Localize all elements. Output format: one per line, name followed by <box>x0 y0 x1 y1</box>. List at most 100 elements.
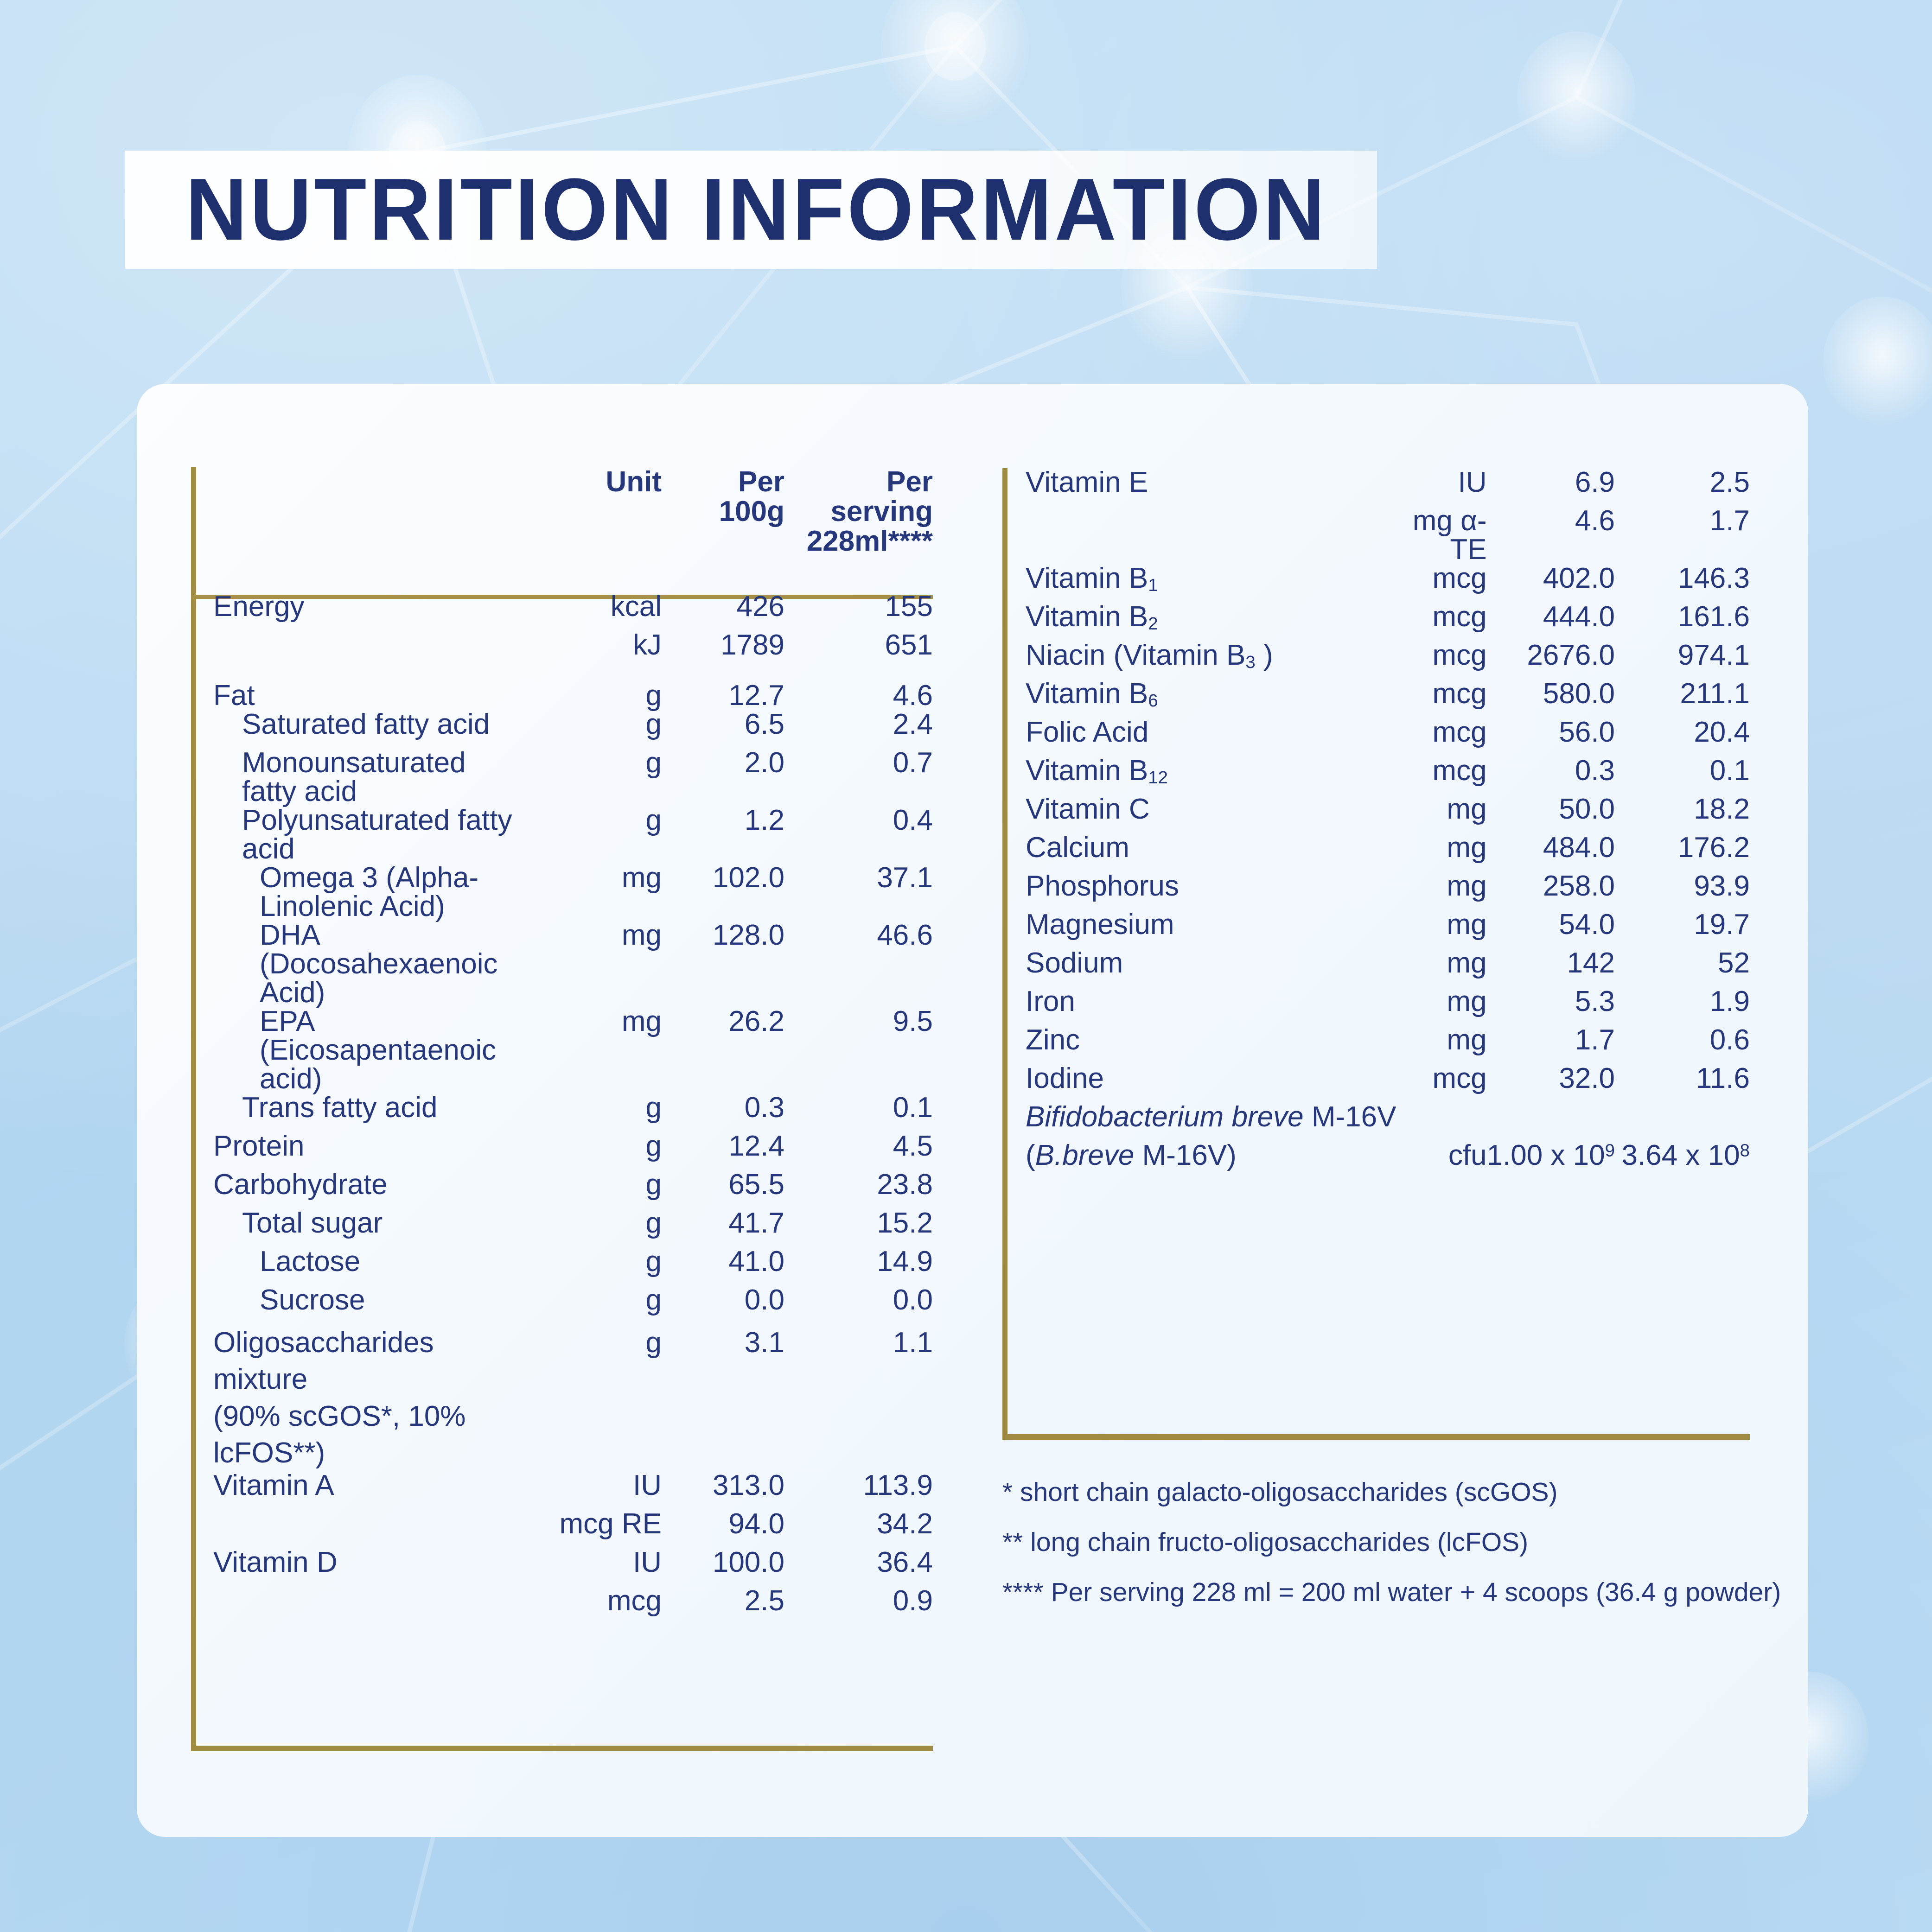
nutrient-per-serving: 161.6 <box>1677 601 1750 633</box>
header-per-serving: Per serving 228ml**** <box>806 466 933 557</box>
table-row: Iodine mcg 32.0 11.6 <box>1002 1064 1750 1103</box>
table-header-rule <box>191 595 933 599</box>
table-row: DHA (Docosahexaenoic Acid) mg 128.0 46.6 <box>191 921 933 1007</box>
table-row: Lactose g 41.0 14.9 <box>191 1247 933 1286</box>
table-row: Phosphorus mg 258.0 93.9 <box>1002 872 1750 910</box>
table-row: Calcium mg 484.0 176.2 <box>1002 833 1750 872</box>
nutrient-unit: mcg <box>1432 716 1487 748</box>
nutrient-per-100g: 65.5 <box>728 1169 784 1201</box>
probiotic-row-line1: Bifidobacterium breve M-16V <box>1002 1103 1750 1141</box>
nutrient-per-100g: 94.0 <box>728 1508 784 1540</box>
nutrient-per-100g: 12.4 <box>728 1130 784 1162</box>
table-row: Vitamin B2 mcg 444.0 161.6 <box>1002 603 1750 641</box>
nutrient-name: Niacin (Vitamin B3 ) <box>1026 639 1273 672</box>
nutrient-per-100g: 1.7 <box>1575 1024 1615 1056</box>
nutrient-per-100g: 426 <box>736 591 784 623</box>
footnote-2: ** long chain fructo-oligosaccharides (l… <box>1002 1527 1529 1557</box>
table-bottom-border <box>191 1746 933 1751</box>
table-row: Total sugar g 41.7 15.2 <box>191 1209 933 1247</box>
nutrient-name: Vitamin B6 <box>1026 678 1158 711</box>
nutrient-name: Oligosaccharides mixture (90% scGOS*, 10%… <box>213 1327 466 1469</box>
nutrient-per-serving: 11.6 <box>1696 1062 1750 1094</box>
nutrient-unit: g <box>645 680 662 712</box>
nutrient-per-serving: 0.1 <box>1709 755 1750 787</box>
nutrient-per-serving: 0.4 <box>893 804 933 836</box>
probiotic-per-100g: 1.00 x 109 <box>1486 1139 1615 1171</box>
nutrient-name <box>1002 507 1396 564</box>
table-row: mcg RE 94.0 34.2 <box>191 1510 933 1548</box>
header-blank <box>191 467 518 592</box>
nutrient-unit: mg <box>1447 870 1487 902</box>
nutrient-per-serving: 1.9 <box>1709 985 1750 1017</box>
nutrient-name: Vitamin D <box>213 1546 338 1579</box>
nutrient-name: Trans fatty acid <box>242 1092 438 1124</box>
nutrient-per-100g: 313.0 <box>712 1469 784 1502</box>
nutrient-name: Vitamin E <box>1026 466 1148 498</box>
nutrient-name: Lactose <box>260 1246 361 1277</box>
nutrient-per-100g: 102.0 <box>712 862 784 894</box>
title-band <box>125 151 1377 269</box>
nutrient-unit: mg <box>621 862 662 894</box>
nutrient-unit: mg <box>1447 985 1487 1017</box>
nutrient-per-serving: 113.9 <box>863 1469 933 1502</box>
nutrient-per-serving: 1.1 <box>893 1327 933 1359</box>
nutrient-unit: mg <box>621 919 662 951</box>
nutrient-unit: mcg <box>1432 562 1487 594</box>
table-row: Folic Acid mcg 56.0 20.4 <box>1002 718 1750 756</box>
empty-cell <box>1396 1103 1486 1141</box>
table-row: Iron mg 5.3 1.9 <box>1002 987 1750 1026</box>
nutrient-per-100g: 0.0 <box>744 1284 784 1316</box>
right-table-body: Vitamin E IU 6.9 2.5 mg α-TE 4.6 1.7 Vitamin B1… <box>1002 468 1750 1180</box>
nutrition-table-right: Vitamin E IU 6.9 2.5 mg α-TE 4.6 1.7 Vitamin B1… <box>1002 468 1750 1440</box>
nutrient-name: Carbohydrate <box>213 1169 388 1201</box>
nutrient-per-serving: 974.1 <box>1677 639 1750 671</box>
nutrient-unit: g <box>645 1284 662 1316</box>
table-row: Vitamin B12 mcg 0.3 0.1 <box>1002 756 1750 795</box>
nutrient-per-serving: 4.6 <box>893 680 933 712</box>
nutrient-per-100g: 1789 <box>721 629 784 661</box>
nutrient-name: Phosphorus <box>1026 870 1179 902</box>
nutrient-per-100g: 0.3 <box>744 1092 784 1124</box>
nutrient-per-100g: 142 <box>1567 947 1615 979</box>
nutrient-unit: mcg <box>1432 601 1487 633</box>
nutrient-per-serving: 14.9 <box>877 1246 933 1277</box>
nutrient-name <box>191 631 518 669</box>
nutrient-per-100g: 32.0 <box>1559 1062 1615 1094</box>
nutrient-name: Polyunsaturated fatty acid <box>242 804 512 865</box>
nutrient-name: Vitamin B2 <box>1026 601 1158 634</box>
nutrient-per-serving: 0.1 <box>893 1092 933 1124</box>
nutrient-name: Vitamin A <box>213 1469 334 1502</box>
nutrient-per-serving: 93.9 <box>1694 870 1750 902</box>
table-row: Polyunsaturated fatty acid g 1.2 0.4 <box>191 806 933 864</box>
nutrient-unit: mcg <box>607 1585 662 1617</box>
nutrient-per-serving: 52 <box>1718 947 1750 979</box>
table-row: Magnesium mg 54.0 19.7 <box>1002 910 1750 949</box>
table-row: mcg 2.5 0.9 <box>191 1587 933 1625</box>
nutrient-unit: kJ <box>633 629 662 661</box>
nutrient-name: Protein <box>213 1130 305 1162</box>
footnote-1: * short chain galacto-oligosaccharides (… <box>1002 1477 1558 1507</box>
probiotic-unit: cfu <box>1448 1139 1487 1171</box>
table-left-border <box>1002 468 1007 1440</box>
nutrient-name: Sucrose <box>260 1284 365 1316</box>
table-row: Fat g 12.7 4.6 <box>191 669 933 710</box>
nutrient-unit: g <box>645 1092 662 1124</box>
nutrient-unit: mcg <box>1432 755 1487 787</box>
table-row: Carbohydrate g 65.5 23.8 <box>191 1170 933 1209</box>
nutrient-per-100g: 580.0 <box>1543 678 1615 710</box>
nutrient-per-serving: 9.5 <box>893 1005 933 1037</box>
nutrient-name: Zinc <box>1026 1024 1080 1056</box>
nutrient-per-100g: 3.1 <box>744 1327 784 1359</box>
nutrient-unit: mg <box>1447 947 1487 979</box>
probiotic-row-line2: (B.breve M-16V) cfu 1.00 x 109 3.64 x 108 <box>1002 1141 1750 1180</box>
nutrient-unit: g <box>645 747 662 779</box>
nutrient-per-100g: 484.0 <box>1543 832 1615 864</box>
table-bottom-border <box>1002 1434 1750 1440</box>
nutrient-unit: g <box>645 1130 662 1162</box>
nutrient-per-serving: 37.1 <box>877 862 933 894</box>
nutrient-per-serving: 0.7 <box>893 747 933 779</box>
nutrition-card <box>137 384 1808 1837</box>
nutrient-name: EPA (Eicosapentaenoic acid) <box>260 1005 497 1095</box>
nutrient-per-serving: 4.5 <box>893 1130 933 1162</box>
nutrient-per-100g: 54.0 <box>1559 909 1615 941</box>
